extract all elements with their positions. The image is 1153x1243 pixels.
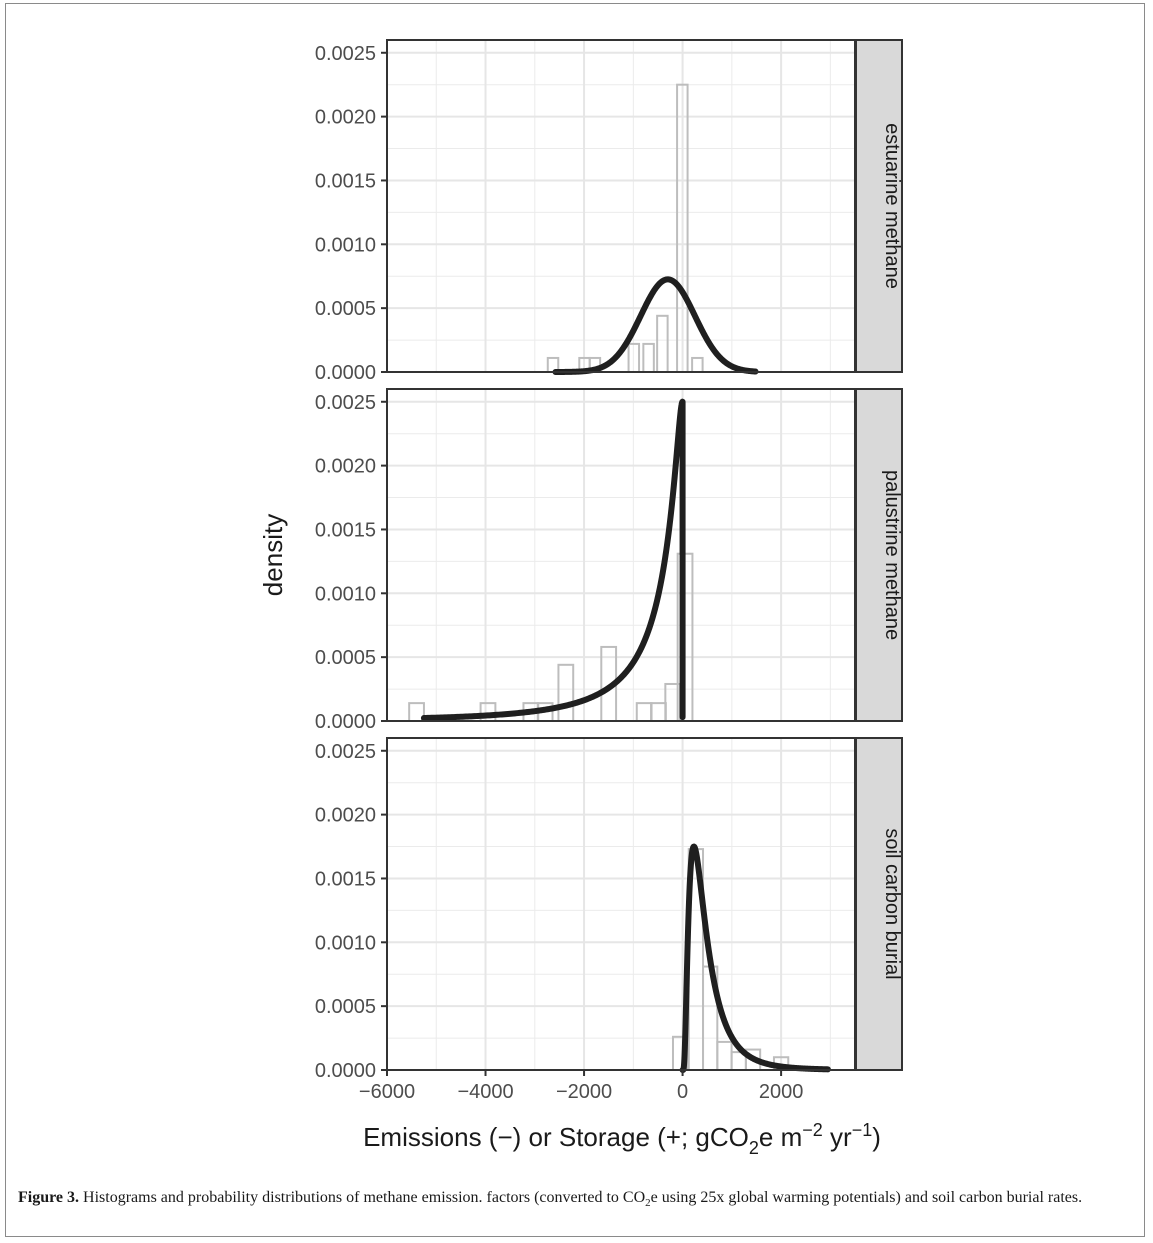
facet-label: soil carbon burial	[881, 828, 903, 979]
y-tick-label: 0.0020	[315, 107, 376, 129]
y-tick-label: 0.0005	[315, 298, 376, 320]
x-tick-label: 2000	[759, 1081, 804, 1103]
y-tick-label: 0.0020	[315, 456, 376, 478]
y-tick-label: 0.0025	[315, 392, 376, 414]
facet-label: estuarine methane	[881, 123, 903, 289]
facet-panel-3: soil carbon burial 0.0000 0.0005 0.0010 0.00…	[315, 737, 903, 1103]
figure-caption: Figure 3. Histograms and probability dis…	[18, 1187, 1128, 1214]
x-tick-label: 0	[677, 1081, 688, 1103]
x-axis-title-part: e m	[759, 1122, 802, 1152]
density-curve	[420, 398, 686, 722]
y-tick-label: 0.0015	[315, 170, 376, 192]
facet-panel-1: estuarine methane 0.0000 0.0005 0.0010 0.001…	[315, 39, 903, 384]
y-tick-label: 0.0010	[315, 234, 376, 256]
y-tick-label: 0.0005	[315, 647, 376, 669]
facet-strip	[855, 39, 903, 373]
facet-label: palustrine methane	[881, 470, 903, 640]
panel-background	[387, 40, 855, 372]
y-tick-label: 0.0015	[315, 519, 376, 541]
y-tick-label: 0.0025	[315, 43, 376, 65]
panel-background	[387, 738, 855, 1070]
x-axis-title-part: 2	[749, 1138, 759, 1158]
y-tick-label: 0.0010	[315, 932, 376, 954]
x-axis-title-part: )	[872, 1122, 881, 1152]
y-tick-label: 0.0010	[315, 583, 376, 605]
chart: estuarine methane 0.0000 0.0005 0.0010 0.001…	[258, 39, 903, 1158]
x-axis-title: Emissions (−) or Storage (+; gCO2e m−2 y…	[363, 1120, 881, 1158]
facet-panel-2: palustrine methane 0.0000 0.0005 0.0010 0.00…	[315, 388, 903, 733]
x-axis-title-part: −1	[852, 1120, 873, 1140]
caption-label: Figure 3.	[18, 1189, 80, 1206]
x-axis-title-part: Emissions (−) or Storage (+; gCO	[363, 1122, 749, 1152]
y-tick-label: 0.0020	[315, 805, 376, 827]
caption-subscript: 2	[645, 1197, 651, 1210]
density-curve	[552, 276, 759, 375]
y-tick-label: 0.0025	[315, 741, 376, 763]
y-tick-label: 0.0015	[315, 868, 376, 890]
y-tick-label: 0.0000	[315, 1060, 376, 1082]
x-axis-title-part: yr	[823, 1122, 852, 1152]
y-tick-label: 0.0000	[315, 711, 376, 733]
x-tick-label: −4000	[457, 1081, 513, 1103]
caption-text-2: e using 25x global warming potentials) a…	[650, 1189, 1083, 1206]
x-tick-label: −6000	[359, 1081, 415, 1103]
y-tick-label: 0.0000	[315, 362, 376, 384]
caption-text-1: Histograms and probability distributions…	[79, 1189, 646, 1206]
density-curve	[679, 843, 831, 1073]
x-axis-title-part: −2	[802, 1120, 823, 1140]
x-tick-label: −2000	[556, 1081, 612, 1103]
figure-frame	[5, 3, 1145, 1237]
y-tick-label: 0.0005	[315, 996, 376, 1018]
facet-strip	[855, 388, 903, 722]
panel-background	[387, 389, 855, 721]
y-axis-title: density	[258, 514, 288, 596]
facet-strip	[855, 737, 903, 1071]
